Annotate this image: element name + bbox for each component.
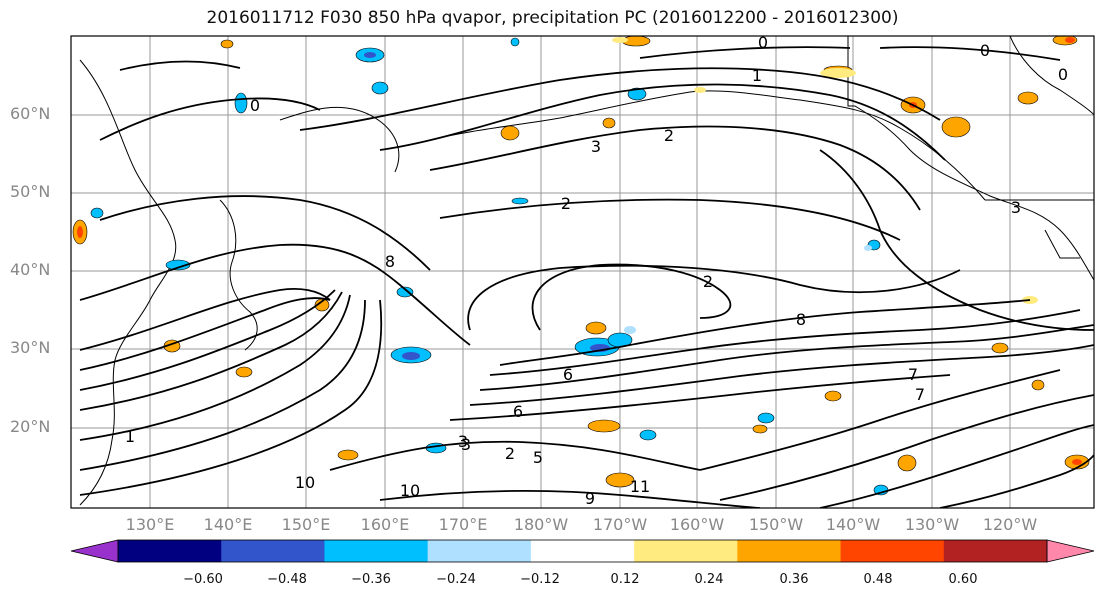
lat-label-30n: 30°N [10, 338, 51, 357]
colorbar-segment [737, 540, 842, 562]
colorbar-segment [427, 540, 532, 562]
colorbar-tick-label: −0.36 [351, 572, 391, 587]
contour-label: 7 [915, 385, 925, 404]
contour-label: 2 [505, 444, 515, 463]
colorbar-segment [634, 540, 738, 562]
colorbar-segment [840, 540, 945, 562]
lat-label-60n: 60°N [10, 104, 51, 123]
colorbar-tick-label: −0.48 [267, 572, 307, 587]
colorbar-segment [118, 540, 222, 562]
colorbar-tick-label: 0.48 [863, 572, 893, 587]
colorbar-tick-label: 0.12 [610, 572, 640, 587]
lon-label-150w: 150°W [748, 515, 804, 534]
map-title: 2016011712 F030 850 hPa qvapor, precipit… [206, 8, 899, 28]
colorbar-extend-max [1046, 539, 1095, 563]
contour-label: 8 [385, 252, 395, 271]
contour-label: 2 [703, 272, 713, 291]
colorbar-segment [530, 540, 635, 562]
colorbar-frame [117, 539, 1048, 563]
colorbar-tick-label: −0.60 [183, 572, 223, 587]
contour-label: 5 [533, 448, 543, 467]
lon-label-130e: 130°E [125, 515, 175, 534]
colorbar-segment [221, 540, 325, 562]
contour-label: 1 [125, 427, 135, 446]
contour-label: 0 [980, 41, 990, 60]
lon-label-120w: 120°W [982, 515, 1038, 534]
contour-label: 1 [752, 66, 762, 85]
contour-labels: 0 0 0 1 2 3 2 2 3 8 8 6 6 7 7 1 2 3 5 9 [125, 33, 1068, 508]
map-frame [70, 35, 1095, 509]
lat-label-50n: 50°N [10, 182, 51, 201]
lon-label-170w: 170°W [592, 515, 648, 534]
colorbar-tick-label: −0.12 [520, 572, 560, 587]
lon-label-160w: 160°W [669, 515, 725, 534]
qvapor-contours [79, 46, 1094, 508]
contour-label: 0 [758, 33, 768, 52]
contour-label: 3 [461, 435, 471, 454]
contour-label: 3 [458, 432, 468, 451]
contour-label: 2 [664, 126, 674, 145]
colorbar [70, 539, 1095, 563]
contour-label: 6 [513, 402, 523, 421]
colorbar-tick-label: −0.24 [436, 572, 476, 587]
colorbar-extend-min [70, 539, 119, 563]
lon-label-140w: 140°W [825, 515, 881, 534]
lon-label-150e: 150°E [281, 515, 331, 534]
contour-label: 8 [796, 310, 806, 329]
lon-label-160e: 160°E [360, 515, 410, 534]
colorbar-tick-label: 0.60 [948, 572, 978, 587]
contour-label: 3 [591, 137, 601, 156]
lon-label-170e: 170°E [438, 515, 488, 534]
colorbar-tick-label: 0.36 [779, 572, 809, 587]
lon-label-130w: 130°W [904, 515, 960, 534]
lon-label-180w: 180°W [513, 515, 569, 534]
contour-label: 0 [1058, 65, 1068, 84]
contour-label: 0 [250, 96, 260, 115]
lon-label-140e: 140°E [203, 515, 253, 534]
lat-label-20n: 20°N [10, 417, 51, 436]
contour-label: 10 [295, 473, 315, 492]
contour-label: 11 [630, 477, 650, 496]
colorbar-tick-label: 0.24 [694, 572, 724, 587]
colorbar-segment [324, 540, 429, 562]
contour-label: 10 [400, 481, 420, 500]
contour-label: 7 [908, 365, 918, 384]
contour-label: 2 [561, 194, 571, 213]
contour-label: 9 [585, 489, 595, 508]
contour-label: 6 [563, 365, 573, 384]
lat-label-40n: 40°N [10, 260, 51, 279]
contour-label: 3 [1011, 198, 1021, 217]
colorbar-segment [943, 540, 1048, 562]
